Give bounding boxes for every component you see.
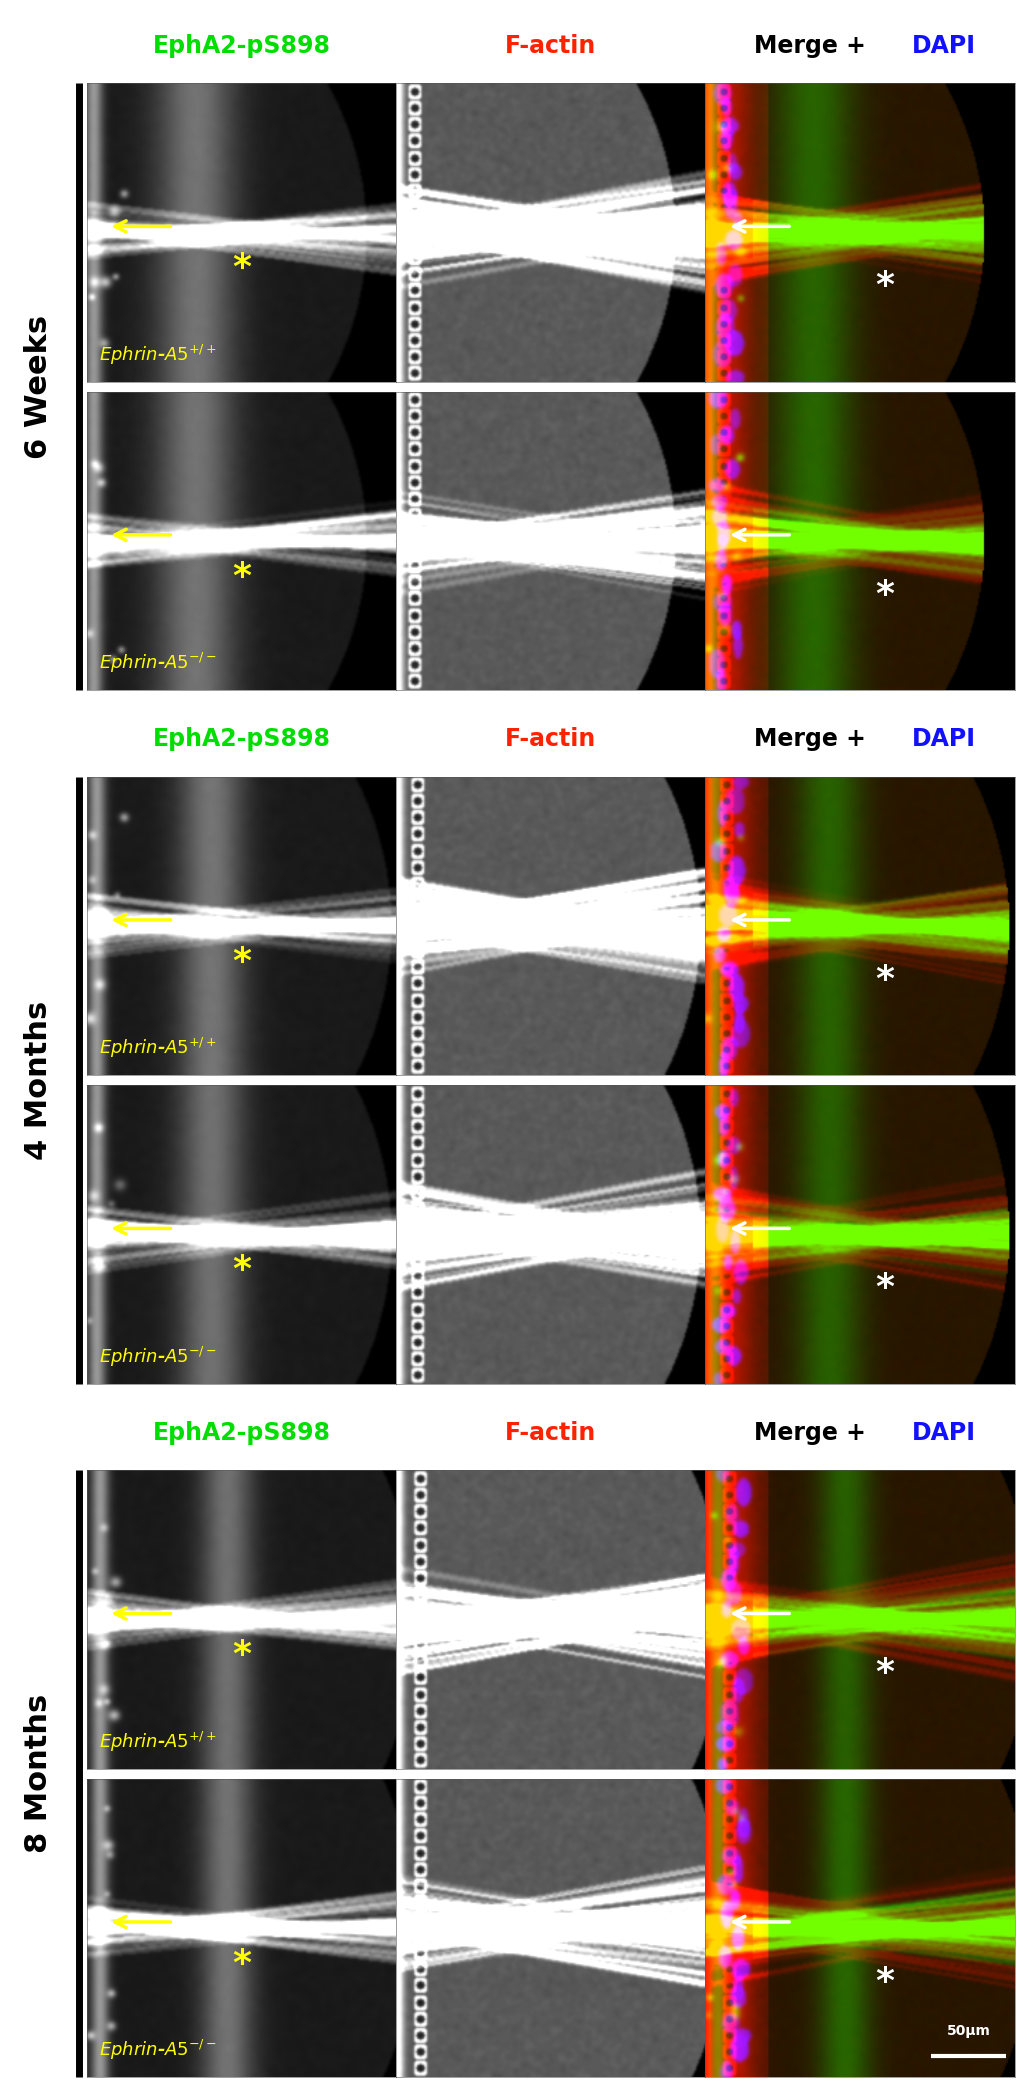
Text: DAPI: DAPI (911, 727, 975, 752)
Text: DAPI: DAPI (911, 1422, 975, 1445)
Text: $\mathit{Ephrin}$-$\mathit{A5}^{\mathit{+/+}}$: $\mathit{Ephrin}$-$\mathit{A5}^{\mathit{… (99, 1730, 217, 1755)
Text: *: * (874, 270, 894, 304)
Text: $\mathit{Ephrin}$-$\mathit{A5}^{\mathit{-/-}}$: $\mathit{Ephrin}$-$\mathit{A5}^{\mathit{… (99, 2037, 217, 2063)
Text: *: * (874, 578, 894, 611)
Text: F-actin: F-actin (504, 1422, 596, 1445)
Text: EphA2-pS898: EphA2-pS898 (152, 34, 330, 59)
Text: *: * (231, 1947, 251, 1981)
Text: $\mathit{Ephrin}$-$\mathit{A5}^{\mathit{-/-}}$: $\mathit{Ephrin}$-$\mathit{A5}^{\mathit{… (99, 1344, 217, 1369)
Text: 8 Months: 8 Months (24, 1694, 53, 1853)
Text: *: * (231, 559, 251, 595)
Text: *: * (874, 963, 894, 997)
Text: *: * (231, 1638, 251, 1673)
Text: $\mathit{Ephrin}$-$\mathit{A5}^{\mathit{+/+}}$: $\mathit{Ephrin}$-$\mathit{A5}^{\mathit{… (99, 1037, 217, 1060)
Text: Merge +: Merge + (753, 34, 873, 59)
Text: EphA2-pS898: EphA2-pS898 (152, 1422, 330, 1445)
Text: DAPI: DAPI (911, 34, 975, 59)
Text: $\mathit{Ephrin}$-$\mathit{A5}^{\mathit{-/-}}$: $\mathit{Ephrin}$-$\mathit{A5}^{\mathit{… (99, 651, 217, 674)
Text: F-actin: F-actin (504, 727, 596, 752)
Text: 6 Weeks: 6 Weeks (24, 314, 53, 459)
Text: *: * (231, 251, 251, 285)
Text: F-actin: F-actin (504, 34, 596, 59)
Text: $\mathit{Ephrin}$-$\mathit{A5}^{\mathit{+/+}}$: $\mathit{Ephrin}$-$\mathit{A5}^{\mathit{… (99, 343, 217, 366)
Text: 50μm: 50μm (946, 2025, 989, 2037)
Text: EphA2-pS898: EphA2-pS898 (152, 727, 330, 752)
Text: Merge +: Merge + (753, 727, 873, 752)
Text: *: * (874, 1964, 894, 1998)
Text: 4 Months: 4 Months (24, 1001, 53, 1160)
Text: *: * (874, 1271, 894, 1305)
Text: Merge +: Merge + (753, 1422, 873, 1445)
Text: *: * (874, 1656, 894, 1690)
Text: *: * (231, 944, 251, 978)
Text: *: * (231, 1252, 251, 1288)
